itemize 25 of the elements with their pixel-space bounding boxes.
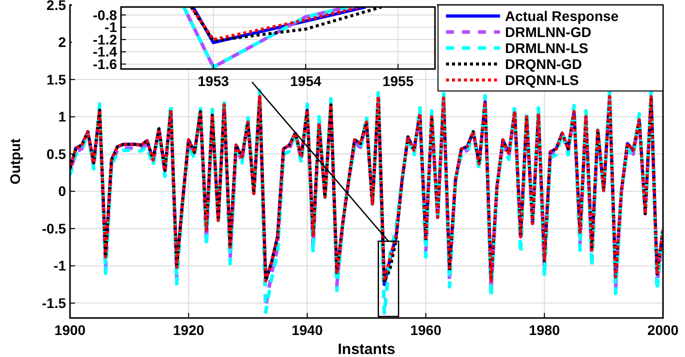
x-tick-label: 1980	[528, 322, 560, 338]
y-tick-label: 0	[58, 183, 66, 200]
x-tick-label: 1955	[382, 73, 414, 89]
y-tick-label: 0.5	[46, 146, 66, 162]
x-tick-label: 2000	[647, 322, 679, 338]
y-tick-label: 1	[58, 108, 66, 125]
y-tick-label: 2	[58, 34, 66, 50]
x-axis-title: Instants	[338, 341, 396, 357]
x-tick-label: 1953	[198, 73, 230, 89]
x-tick-label: 1900	[54, 322, 86, 338]
y-tick-label: 1.5	[46, 71, 66, 88]
legend-label: DRMLNN-LS	[505, 40, 588, 56]
x-tick-label: 1954	[290, 73, 322, 89]
legend-label: DRQNN-LS	[505, 72, 579, 88]
legend-label: Actual Response	[505, 8, 619, 24]
legend-label: DRQNN-GD	[505, 56, 582, 72]
y-tick-label: -0.5	[42, 220, 66, 236]
y-axis-title: Output	[7, 138, 23, 184]
legend-label: DRMLNN-GD	[505, 24, 592, 40]
x-tick-label: 1920	[173, 322, 204, 338]
x-tick-label: 1940	[292, 322, 323, 338]
y-tick-label: -1	[54, 258, 66, 274]
y-tick-label: -1.5	[42, 294, 66, 311]
x-tick-label: 1960	[410, 322, 442, 338]
y-tick-label: 2.5	[46, 0, 66, 13]
